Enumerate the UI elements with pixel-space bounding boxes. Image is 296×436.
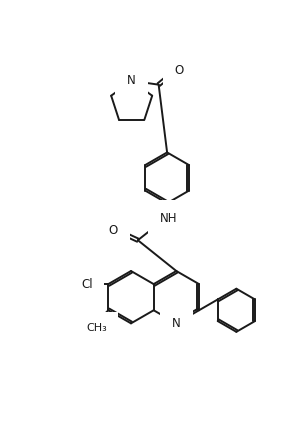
Text: CH₃: CH₃ [86,323,107,333]
Text: O: O [175,64,184,77]
Text: N: N [127,74,136,87]
Text: Cl: Cl [81,278,93,290]
Text: O: O [109,225,118,238]
Text: NH: NH [160,212,177,225]
Text: N: N [172,317,181,330]
